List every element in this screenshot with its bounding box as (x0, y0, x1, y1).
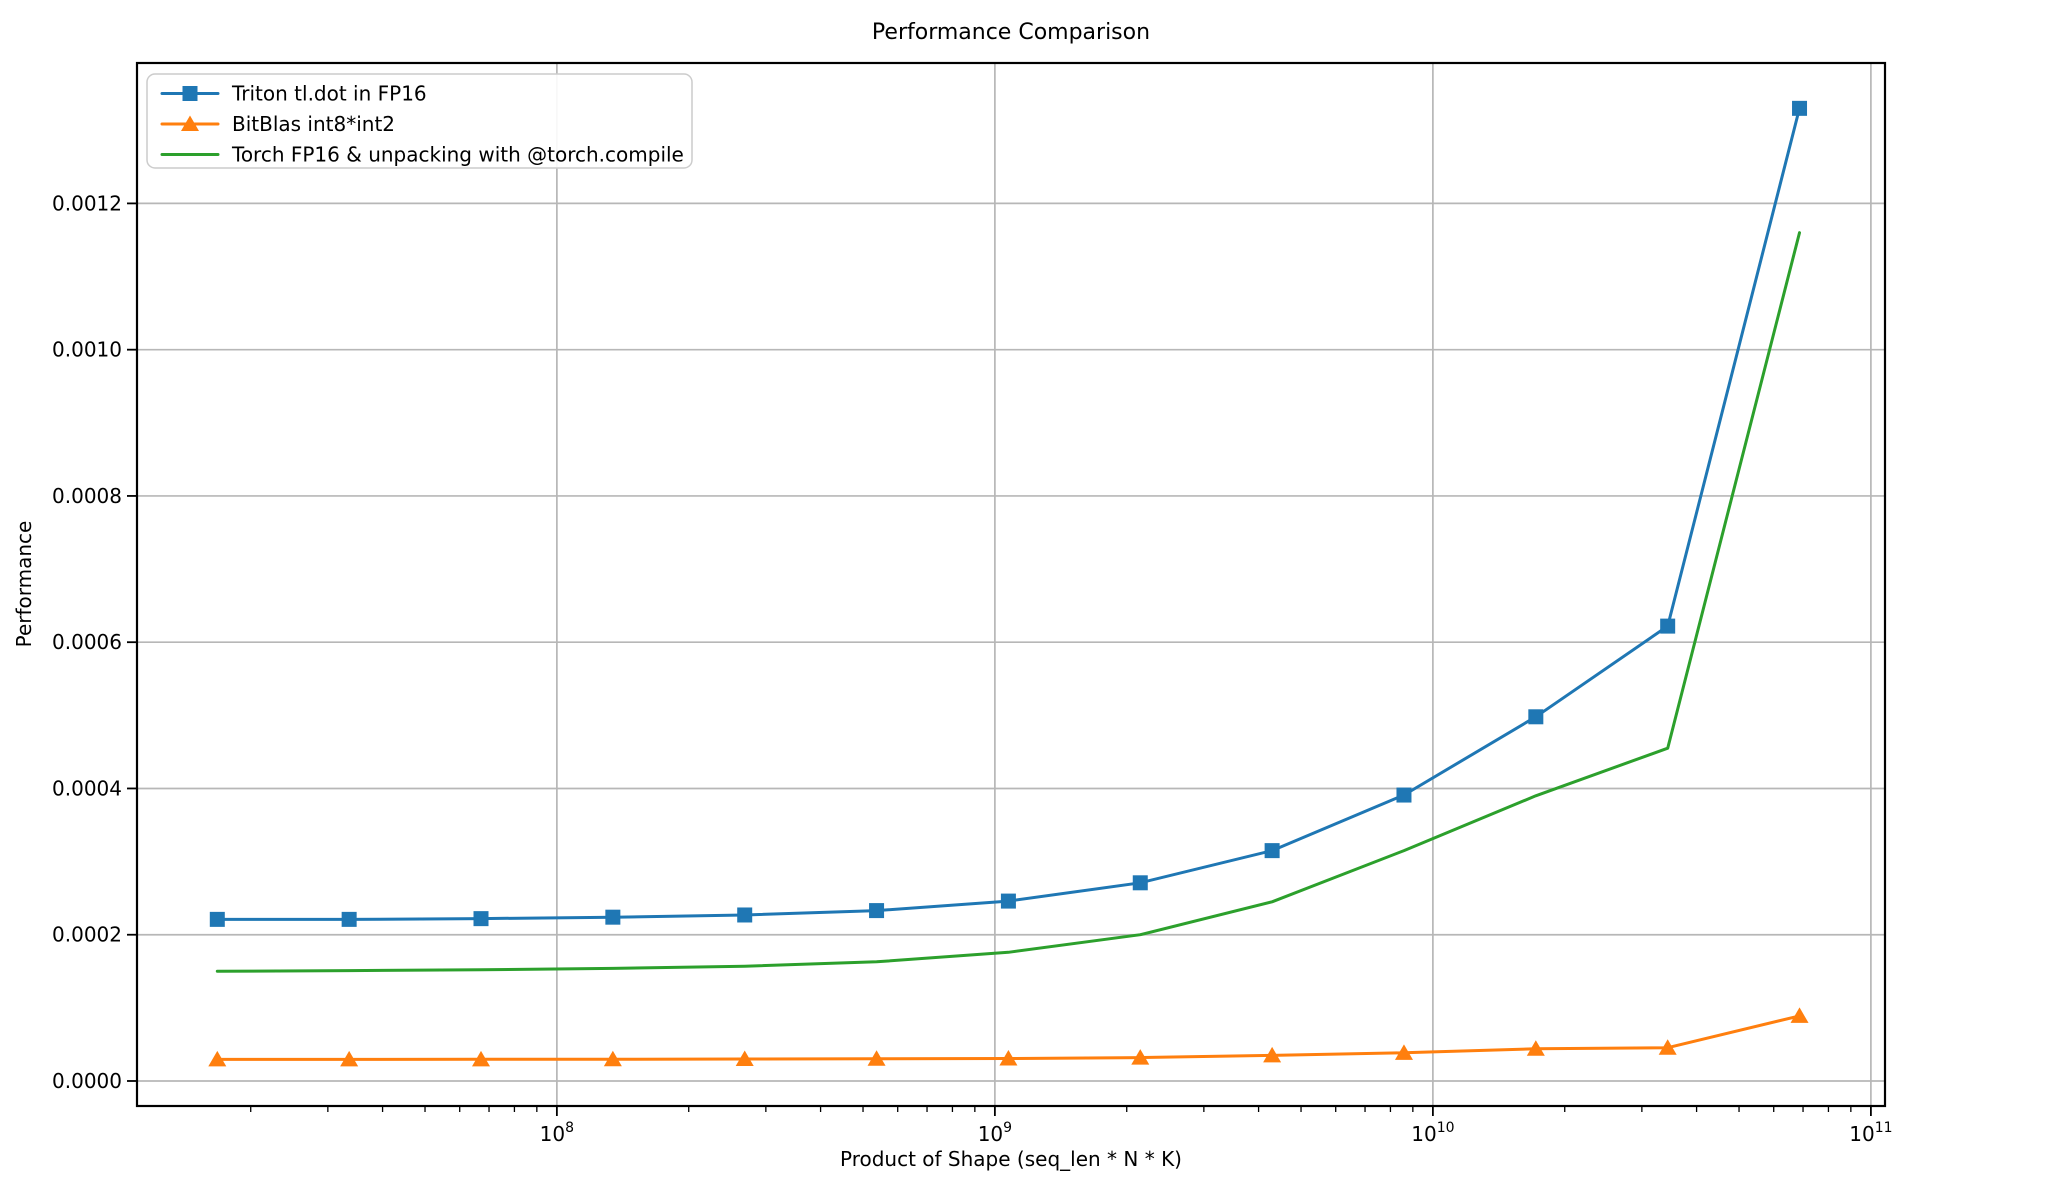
marker-triangle (1394, 1044, 1413, 1060)
x-tick-label: 1011 (1849, 1120, 1892, 1146)
legend-box (146, 73, 693, 169)
y-axis-label: Performance (12, 520, 36, 648)
marker-triangle (472, 1050, 491, 1067)
marker-triangle (735, 1050, 754, 1067)
y-tick-label: 0.0010 (52, 338, 122, 362)
legend-marker-square (182, 86, 198, 101)
x-tick-label: 108 (540, 1120, 574, 1146)
x-tick-label: 109 (978, 1120, 1012, 1146)
marker-square (209, 911, 225, 927)
y-tick-label: 0.0006 (52, 630, 122, 654)
series-line-2 (215, 231, 1801, 973)
marker-square (1660, 618, 1676, 634)
marker-square (1396, 787, 1412, 803)
marker-square (341, 911, 357, 927)
marker-square (1264, 843, 1280, 859)
plot-border (135, 61, 1887, 1108)
chart-title: Performance Comparison (871, 20, 1151, 45)
marker-triangle (340, 1050, 359, 1067)
marker-square (1132, 875, 1148, 891)
y-tick-label: 0.0004 (52, 776, 122, 800)
y-tick-label: 0.0012 (52, 191, 122, 215)
marker-square (1528, 709, 1544, 725)
marker-triangle (1526, 1040, 1545, 1056)
marker-triangle (867, 1050, 886, 1066)
x-tick-label: 1010 (1411, 1120, 1454, 1146)
marker-triangle (1263, 1046, 1282, 1063)
y-tick-label: 0.0008 (52, 484, 122, 508)
series-line-0 (215, 106, 1801, 921)
legend-label: Torch FP16 & unpacking with @torch.compi… (231, 143, 684, 167)
marker-square (473, 911, 489, 927)
marker-square (1000, 893, 1016, 909)
marker-square (1792, 100, 1808, 116)
legend-marker-triangle (181, 115, 199, 131)
y-tick-label: 0.0000 (52, 1069, 122, 1093)
marker-triangle (603, 1050, 622, 1067)
marker-square (605, 909, 621, 925)
legend: Triton tl.dot in FP16 BitBlas int8*int2 To… (146, 73, 693, 169)
marker-triangle (1790, 1007, 1809, 1023)
marker-square (737, 907, 753, 923)
marker-triangle (208, 1050, 227, 1067)
marker-square (869, 903, 885, 919)
x-axis-label: Product of Shape (seq_len * N * K) (840, 1147, 1182, 1171)
marker-triangle (1131, 1049, 1150, 1065)
legend-label: BitBlas int8*int2 (232, 112, 395, 136)
marker-triangle (1658, 1039, 1677, 1055)
legend-label: Triton tl.dot in FP16 (231, 82, 427, 106)
marker-triangle (999, 1049, 1018, 1066)
y-tick-label: 0.0002 (52, 923, 122, 947)
